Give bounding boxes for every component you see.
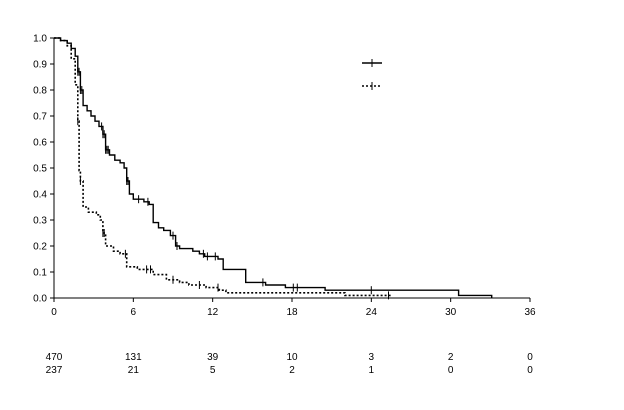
risk-count: 3 [369, 352, 375, 363]
x-tick-label: 36 [524, 307, 536, 318]
axes: 0.0 0.1 0.2 0.3 0.4 0.5 0.6 0.7 0.8 0.9 1.0 0 6 12 18 2… [33, 34, 536, 319]
y-tick-label: 0.6 [33, 138, 47, 149]
y-tick-label: 0.1 [33, 268, 47, 279]
risk-count: 0 [527, 352, 533, 363]
x-tick-label: 6 [131, 307, 137, 318]
curves [54, 37, 493, 300]
risk-count: 2 [289, 365, 295, 376]
y-tick-label: 0.2 [33, 242, 47, 253]
y-tick-label: 0.8 [33, 86, 47, 97]
risk-count: 1 [369, 365, 375, 376]
risk-count: 10 [286, 352, 298, 363]
risk-count: 237 [46, 365, 63, 376]
y-tick-label: 0.0 [33, 294, 47, 305]
y-tick-label: 0.4 [33, 190, 47, 201]
risk-count: 0 [448, 365, 454, 376]
y-tick-label: 0.5 [33, 164, 47, 175]
risk-count: 131 [125, 352, 142, 363]
x-tick-label: 30 [445, 307, 457, 318]
risk-count: 21 [128, 365, 140, 376]
y-tick-label: 0.7 [33, 112, 47, 123]
risk-count: 2 [448, 352, 454, 363]
survival-curve-2 [54, 37, 392, 297]
y-tick-label: 0.9 [33, 60, 47, 71]
survival-curve-1 [54, 37, 493, 298]
risk-count: 0 [527, 365, 533, 376]
x-tick-label: 24 [366, 307, 378, 318]
y-tick-label: 0.3 [33, 216, 47, 227]
risk-count: 5 [210, 365, 216, 376]
x-tick-label: 18 [286, 307, 298, 318]
x-tick-label: 0 [51, 307, 57, 318]
legend [362, 59, 382, 90]
risk-count: 470 [46, 352, 63, 363]
risk-count: 39 [207, 352, 219, 363]
y-tick-label: 1.0 [33, 34, 47, 45]
x-tick-label: 12 [207, 307, 219, 318]
